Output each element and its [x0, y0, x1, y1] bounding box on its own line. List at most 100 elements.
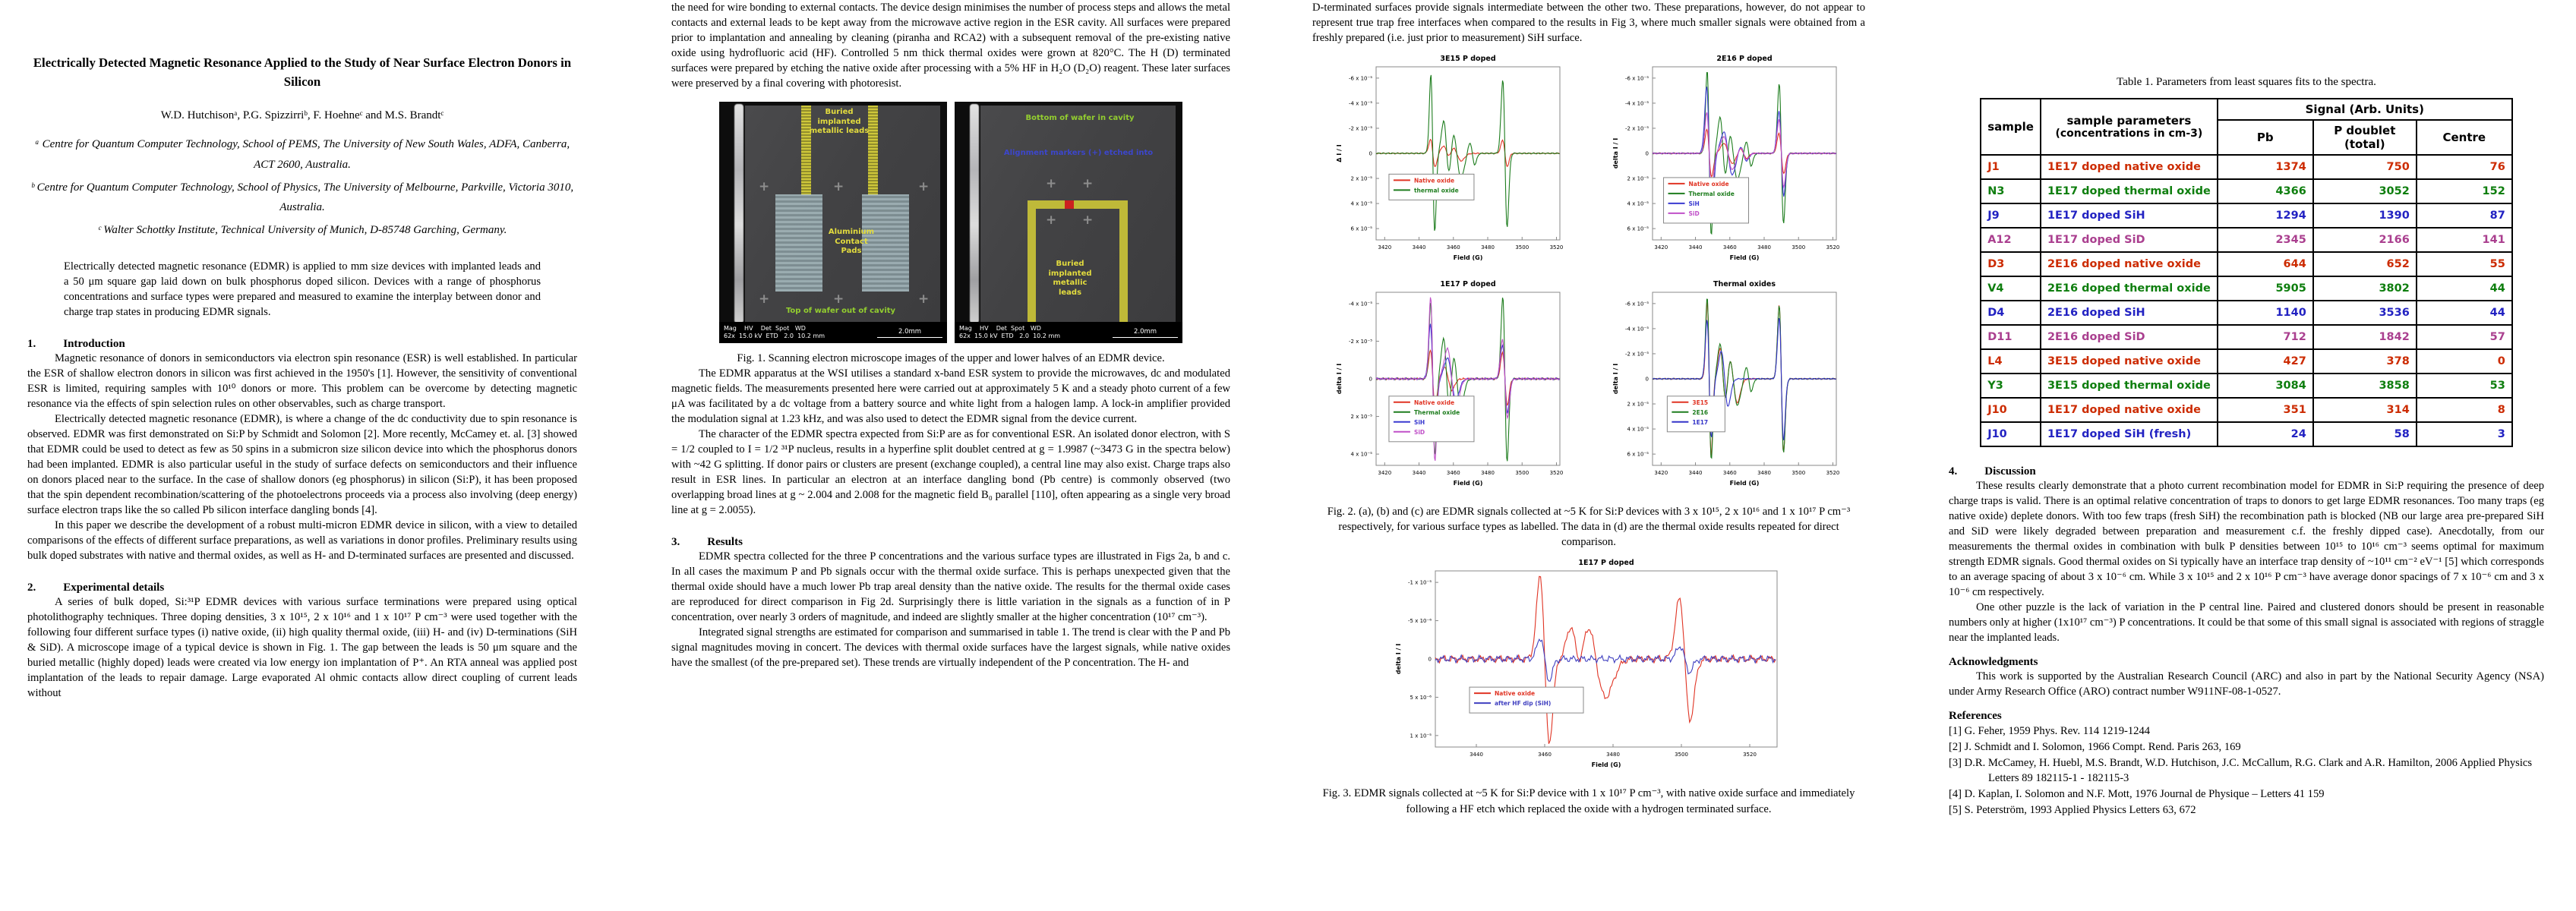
pb-cell: 3084: [2216, 373, 2314, 399]
alignment-marker-icon: +: [1046, 176, 1057, 191]
acknowledgments-paragraph: This work is supported by the Australian…: [1949, 670, 2544, 698]
sem-meta-headers: Mag HV Det Spot WD 62x 15.0 kV ETD 2.0 10…: [959, 324, 1061, 339]
col3-top-paragraph: D-terminated surfaces provide signals in…: [1312, 2, 1865, 44]
discussion-paragraph-1: These results clearly demonstrate that a…: [1949, 480, 2544, 598]
params-cell: 3E15 doped thermal oxide: [2039, 373, 2218, 399]
svg-text:3500: 3500: [1515, 470, 1529, 476]
aluminium-contact-pad: [775, 194, 822, 292]
doublet-cell: 58: [2312, 421, 2417, 447]
affiliation-c: ᶜ Walter Schottky Institute, Technical U…: [97, 224, 507, 237]
sample-cell: J1: [1980, 154, 2041, 180]
svg-text:3480: 3480: [1606, 752, 1620, 758]
acknowledgments-heading: Acknowledgments: [1949, 656, 2038, 668]
page-column-3: D-terminated surfaces provide signals in…: [1312, 0, 1865, 823]
reference-item: [1] G. Feher, 1959 Phys. Rev. 114 1219-1…: [1949, 725, 2151, 737]
svg-text:Δ I / I: Δ I / I: [1336, 144, 1343, 162]
label-top-of-wafer: Top of wafer out of cavity: [785, 307, 896, 315]
svg-text:1E17 P doped: 1E17 P doped: [1440, 280, 1495, 288]
sample-cell: J9: [1980, 203, 2041, 229]
svg-text:3460: 3460: [1723, 470, 1737, 476]
implanted-lead: [801, 106, 811, 195]
table-row: J9 1E17 doped SiH 1294 1390 87: [1980, 203, 2513, 229]
alignment-marker-icon: +: [759, 292, 770, 307]
svg-text:thermal oxide: thermal oxide: [1414, 187, 1459, 194]
figure-1: + + + + + + Buried implanted metallic le…: [671, 102, 1230, 343]
svg-text:3480: 3480: [1757, 244, 1771, 251]
sample-cell: J10: [1980, 421, 2041, 447]
svg-text:4 x 10⁻⁵: 4 x 10⁻⁵: [1627, 427, 1649, 433]
alignment-marker-icon: +: [1082, 213, 1094, 228]
pb-cell: 1140: [2216, 300, 2314, 326]
table-1-title: Table 1. Parameters from least squares f…: [2117, 76, 2376, 88]
params-cell: 2E16 doped SiD: [2039, 324, 2218, 350]
sample-cell: D4: [1980, 300, 2041, 326]
centre-cell: 44: [2415, 300, 2513, 326]
svg-text:3420: 3420: [1378, 470, 1391, 476]
svg-text:3500: 3500: [1515, 244, 1529, 251]
doublet-cell: 750: [2312, 154, 2417, 180]
params-cell: 1E17 doped SiH: [2039, 203, 2218, 229]
params-cell: 3E15 doped native oxide: [2039, 348, 2218, 374]
pb-cell: 644: [2216, 251, 2314, 277]
svg-text:3500: 3500: [1792, 244, 1805, 251]
section-4-number: 4.: [1949, 465, 1958, 478]
svg-text:Field (G): Field (G): [1454, 480, 1483, 487]
figure-2: 3E15 P doped -6 x 10⁻⁵ -4 x 10⁻⁵ -2 x 10⁻⁵ 0…: [1312, 52, 1865, 500]
params-cell: 1E17 doped thermal oxide: [2039, 178, 2218, 204]
doublet-cell: 3536: [2312, 300, 2417, 326]
svg-text:-2 x 10⁻⁵: -2 x 10⁻⁵: [1625, 351, 1649, 357]
section-1-number: 1.: [27, 337, 36, 350]
params-cell: 2E16 doped native oxide: [2039, 251, 2218, 277]
pb-cell: 1294: [2216, 203, 2314, 229]
svg-text:3420: 3420: [1654, 244, 1668, 251]
references-heading: References: [1949, 710, 2002, 722]
implanted-lead: [868, 106, 878, 195]
sem-image-lower: + + + + Bottom of wafer in cavity Alignm…: [955, 102, 1182, 343]
svg-text:delta I / I: delta I / I: [1395, 644, 1402, 674]
table-row: J1 1E17 doped native oxide 1374 750 76: [1980, 154, 2513, 180]
device-gap-marker: [1065, 200, 1074, 209]
svg-text:-4 x 10⁻⁵: -4 x 10⁻⁵: [1349, 301, 1372, 307]
col-header-doublet: P doublet (total): [2312, 119, 2417, 156]
col-header-centre: Centre: [2415, 119, 2513, 156]
reference-item: [5] S. Peterström, 1993 Applied Physics …: [1949, 804, 2196, 816]
pb-cell: 5905: [2216, 276, 2314, 301]
reference-item: [4] D. Kaplan, I. Solomon and N.F. Mott,…: [1949, 788, 2325, 800]
svg-text:Thermal oxide: Thermal oxide: [1689, 191, 1735, 197]
table-row: J10 1E17 doped SiH (fresh) 24 58 3: [1980, 421, 2513, 447]
svg-text:3440: 3440: [1470, 752, 1483, 758]
sem-meta-headers: Mag HV Det Spot WD 62x 15.0 kV ETD 2.0 10…: [724, 324, 826, 339]
fig2-chart-c: 1E17 P doped -4 x 10⁻⁵ -2 x 10⁻⁵ 0 2 x 10⁻⁵ 4…: [1336, 280, 1563, 487]
section-3-heading: 3. Results: [671, 536, 1230, 549]
svg-text:3500: 3500: [1792, 470, 1805, 476]
col-header-params: sample parameters (concentrations in cm-…: [2039, 98, 2218, 156]
svg-text:delta I / I: delta I / I: [1612, 364, 1619, 394]
buried-lead-loop: [1028, 200, 1128, 330]
svg-text:-2 x 10⁻⁵: -2 x 10⁻⁵: [1349, 125, 1372, 131]
svg-text:1 x 10⁻⁵: 1 x 10⁻⁵: [1410, 733, 1432, 739]
sem-scale-bar: 2.0mm: [1113, 328, 1178, 338]
svg-text:Field (G): Field (G): [1730, 254, 1760, 261]
spectra-character-paragraph: The character of the EDMR spectra expect…: [671, 428, 1230, 517]
svg-text:0: 0: [1646, 377, 1649, 383]
svg-text:3520: 3520: [1826, 244, 1840, 251]
table-1: sample sample parameters (concentrations…: [1980, 98, 2513, 447]
svg-text:-4 x 10⁻⁵: -4 x 10⁻⁵: [1349, 100, 1372, 106]
label-bottom-of-wafer: Bottom of wafer in cavity: [1025, 114, 1135, 122]
centre-cell: 0: [2415, 348, 2513, 374]
label-contact-pads: Aluminium Contact Pads: [828, 228, 875, 255]
alignment-marker-icon: +: [918, 179, 930, 194]
svg-text:3460: 3460: [1723, 244, 1737, 251]
alignment-marker-icon: +: [918, 292, 930, 307]
affiliation-a: ᵃ Centre for Quantum Computer Technology…: [34, 138, 570, 171]
alignment-marker-icon: +: [1046, 213, 1057, 228]
svg-text:3480: 3480: [1481, 470, 1495, 476]
label-buried-leads: Buried implanted metallic leads: [1048, 260, 1092, 297]
params-cell: 1E17 doped SiD: [2039, 227, 2218, 253]
table-row: D3 2E16 doped native oxide 644 652 55: [1980, 251, 2513, 277]
figure-2-caption: Fig. 2. (a), (b) and (c) are EDMR signal…: [1327, 506, 1851, 549]
fig2-chart-a: 3E15 P doped -6 x 10⁻⁵ -4 x 10⁻⁵ -2 x 10⁻⁵ 0…: [1336, 55, 1563, 261]
svg-text:3460: 3460: [1447, 244, 1460, 251]
svg-text:4 x 10⁻⁵: 4 x 10⁻⁵: [1351, 201, 1373, 207]
table-row: V4 2E16 doped thermal oxide 5905 3802 44: [1980, 276, 2513, 301]
